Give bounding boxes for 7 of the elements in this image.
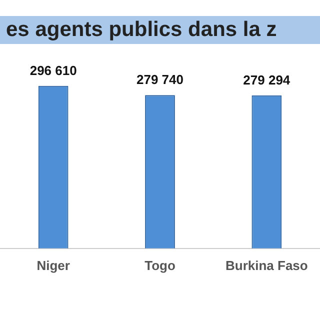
data-label: 279 294 — [243, 72, 291, 88]
chart-title: es agents publics dans la z — [0, 16, 320, 44]
x-tick-label: Niger — [36, 258, 70, 273]
data-label: 279 740 — [136, 72, 184, 88]
data-label: 296 610 — [30, 62, 77, 78]
x-tick-label: Burkina Faso — [225, 258, 308, 273]
x-tick-label: Togo — [144, 258, 176, 273]
